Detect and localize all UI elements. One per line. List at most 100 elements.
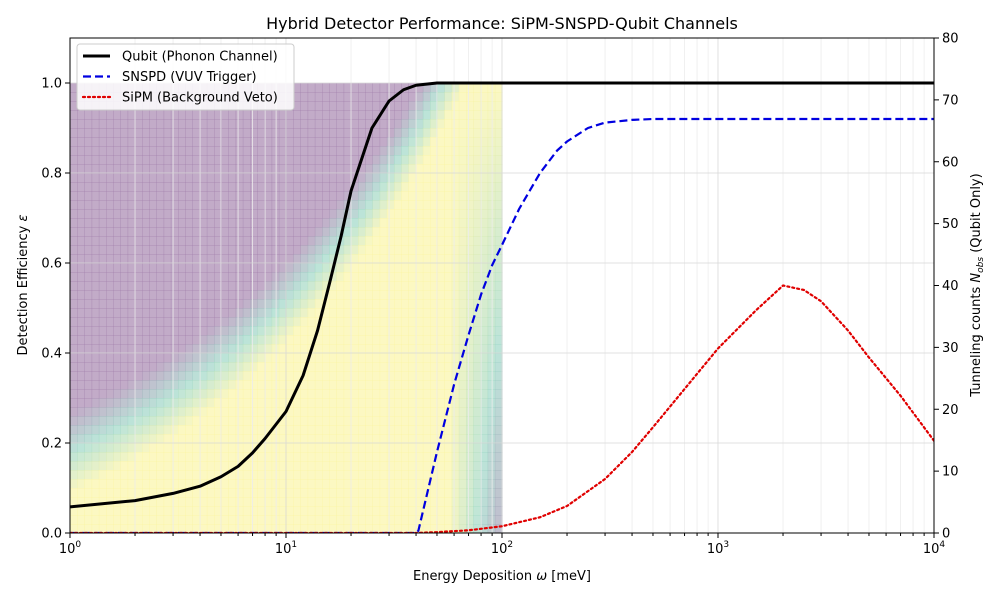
heatmap-cell [329, 227, 337, 237]
heatmap-cell [322, 200, 330, 210]
heatmap-cell [415, 362, 424, 372]
heatmap-cell [242, 380, 251, 390]
heatmap-cell [365, 146, 373, 156]
heatmap-cell [293, 290, 301, 300]
heatmap-cell [394, 155, 402, 165]
heatmap-cell [451, 335, 460, 345]
heatmap-cell [178, 353, 186, 363]
heatmap-cell [127, 110, 136, 120]
heatmap-cell [350, 209, 359, 219]
heatmap-cell [84, 326, 93, 336]
heatmap-cell [379, 290, 388, 300]
heatmap-cell [170, 461, 179, 471]
heatmap-cell [170, 362, 179, 372]
heatmap-cell [430, 254, 438, 264]
heatmap-cell [386, 344, 395, 354]
heatmap-cell [120, 389, 129, 399]
heatmap-cell [149, 281, 157, 291]
heatmap-cell [192, 371, 201, 381]
heatmap-cell [278, 137, 287, 147]
heatmap-cell [264, 344, 273, 354]
heatmap-cell [257, 524, 265, 533]
heatmap-cell [300, 137, 309, 147]
heatmap-cell [487, 452, 496, 462]
heatmap-cell [84, 353, 93, 363]
y-tick-label: 0.2 [41, 437, 62, 452]
heatmap-cell [487, 353, 496, 363]
heatmap-cell [257, 326, 265, 336]
heatmap-cell [487, 506, 496, 516]
heatmap-cell [307, 425, 316, 435]
heatmap-cell [206, 407, 215, 417]
heatmap-cell [106, 461, 114, 471]
heatmap-cell [329, 173, 337, 183]
heatmap-cell [314, 524, 323, 533]
heatmap-cell [192, 434, 201, 444]
heatmap-cell [286, 371, 294, 381]
heatmap-cell [170, 173, 179, 183]
heatmap-cell [437, 272, 445, 282]
y2-tick-label: 20 [942, 403, 959, 418]
heatmap-cell [127, 263, 136, 273]
heatmap-cell [350, 263, 359, 273]
heatmap-cell [358, 461, 366, 471]
heatmap-cell [134, 371, 143, 381]
heatmap-cell [228, 191, 237, 201]
heatmap-cell [120, 182, 129, 192]
heatmap-cell [98, 407, 107, 417]
heatmap-cell [329, 317, 337, 327]
heatmap-cell [235, 110, 244, 120]
heatmap-cell [394, 236, 402, 246]
heatmap-cell [458, 344, 467, 354]
heatmap-cell [178, 209, 186, 219]
heatmap-cell [149, 443, 157, 453]
heatmap-cell [386, 416, 395, 426]
heatmap-cell [271, 317, 280, 327]
heatmap-cell [329, 209, 337, 219]
heatmap-cell [192, 227, 201, 237]
heatmap-cell [113, 227, 121, 237]
heatmap-cell [293, 101, 301, 111]
heatmap-cell [350, 308, 359, 318]
heatmap-cell [206, 434, 215, 444]
heatmap-cell [350, 83, 359, 93]
heatmap-cell [394, 173, 402, 183]
heatmap-cell [235, 254, 244, 264]
heatmap-cell [473, 245, 481, 255]
y2-tick-label: 50 [942, 217, 959, 232]
heatmap-cell [113, 272, 121, 282]
heatmap-cell [314, 146, 323, 156]
heatmap-cell [127, 299, 136, 309]
heatmap-cell [264, 362, 273, 372]
heatmap-cell [473, 209, 481, 219]
heatmap-cell [437, 155, 445, 165]
heatmap-cell [408, 362, 417, 372]
heatmap-cell [286, 326, 294, 336]
heatmap-cell [430, 524, 438, 533]
heatmap-cell [480, 137, 489, 147]
heatmap-cell [185, 416, 193, 426]
heatmap-cell [250, 389, 258, 399]
heatmap-cell [142, 461, 150, 471]
heatmap-cell [264, 200, 273, 210]
heatmap-cell [127, 245, 136, 255]
heatmap-cell [300, 425, 309, 435]
heatmap-cell [422, 290, 431, 300]
heatmap-cell [163, 407, 172, 417]
heatmap-cell [401, 479, 409, 489]
heatmap-cell [314, 353, 323, 363]
heatmap-cell [163, 389, 172, 399]
heatmap-cell [444, 317, 453, 327]
heatmap-cell [120, 128, 129, 138]
heatmap-cell [170, 326, 179, 336]
heatmap-cell [394, 101, 402, 111]
heatmap-cell [242, 200, 251, 210]
heatmap-cell [271, 191, 280, 201]
heatmap-cell [307, 407, 316, 417]
heatmap-cell [120, 344, 129, 354]
heatmap-cell [365, 209, 373, 219]
heatmap-cell [487, 281, 496, 291]
heatmap-cell [430, 398, 438, 408]
heatmap-cell [394, 146, 402, 156]
heatmap-cell [494, 173, 503, 183]
